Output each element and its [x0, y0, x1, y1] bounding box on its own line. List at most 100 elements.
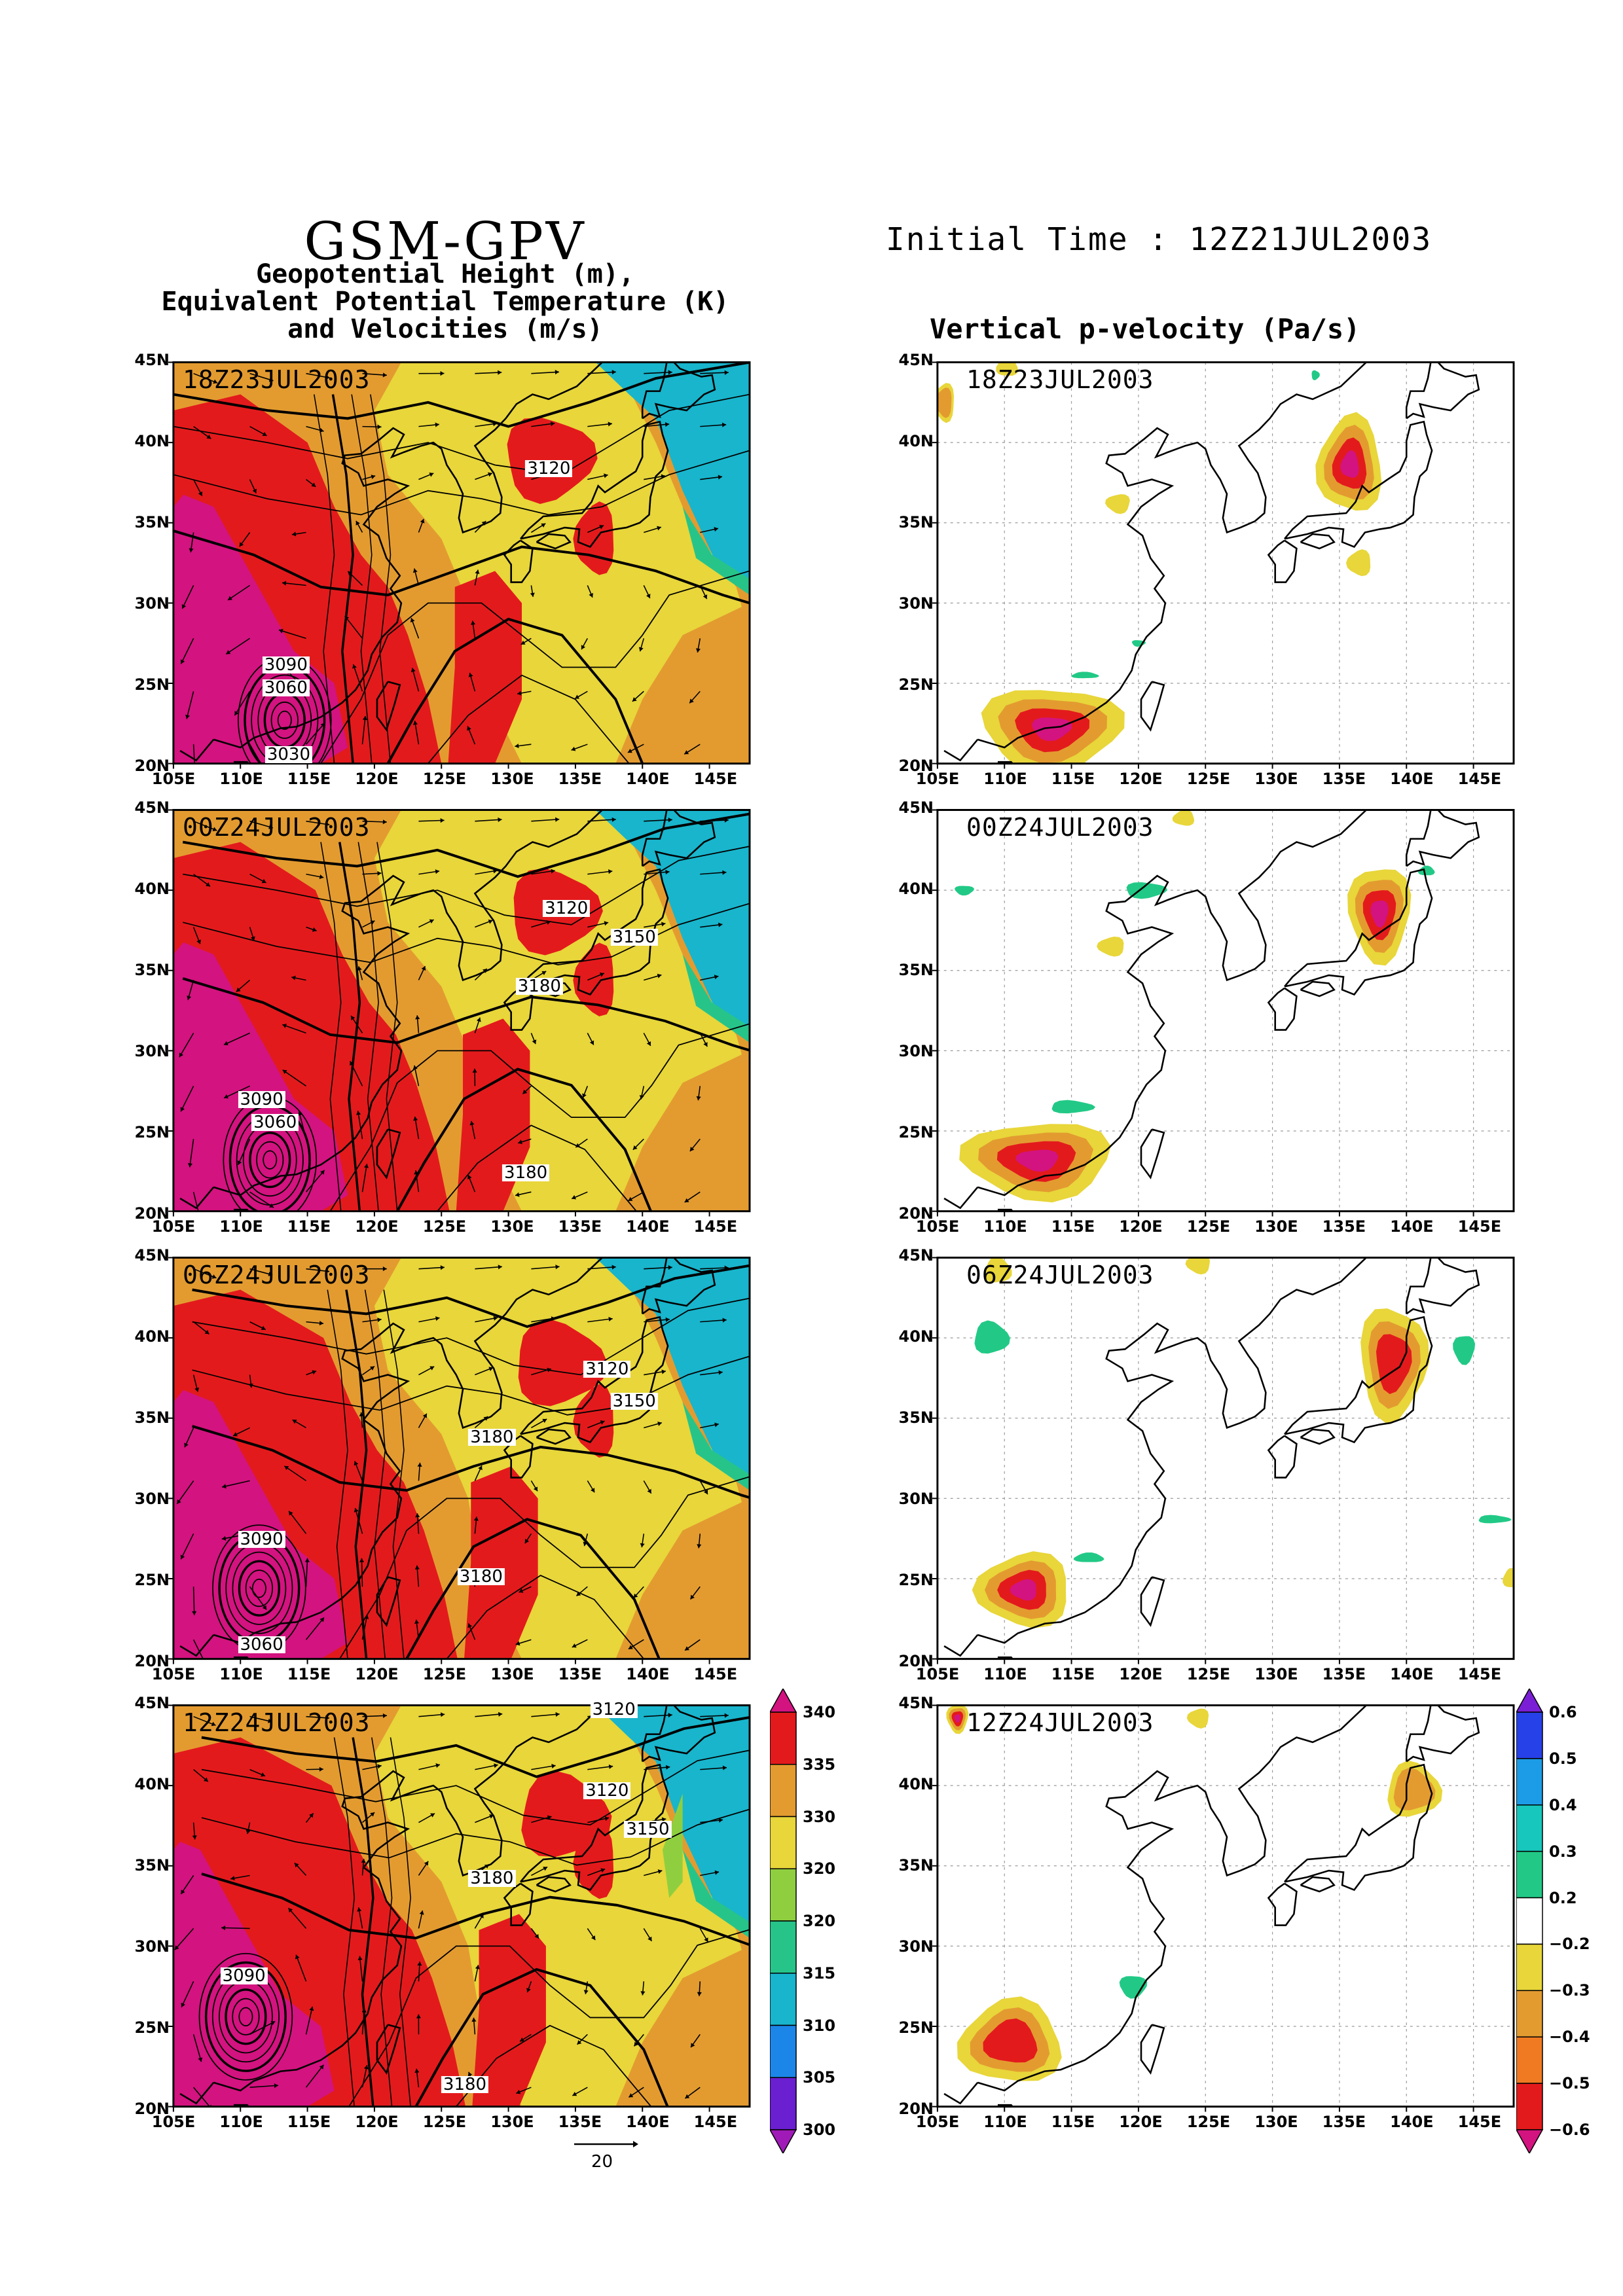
- lat-tick-label: 35N: [134, 1408, 170, 1427]
- wind-vector-head: [440, 818, 445, 823]
- wind-vector-head: [325, 1268, 330, 1274]
- lat-tick-label: 45N: [898, 1246, 934, 1265]
- lon-tick-label: 125E: [1186, 770, 1231, 788]
- wind-vector-head: [185, 714, 190, 719]
- lat-tick-label: 40N: [134, 1327, 170, 1346]
- lat-tick-label: 25N: [898, 1571, 934, 1589]
- wind-vector: [223, 1085, 250, 1099]
- lat-tick-label: 35N: [898, 513, 934, 531]
- wind-vector-head: [519, 2037, 524, 2042]
- wind-vector-head: [196, 939, 201, 944]
- omega-ascent-fill: [1073, 1552, 1104, 1562]
- wind-vector-head: [179, 1052, 184, 1058]
- height-contour: [245, 1570, 274, 1607]
- lat-tick-label: 25N: [134, 1571, 170, 1589]
- lat-tick-label: 20N: [134, 757, 170, 775]
- panel-time-label: 18Z23JUL2003: [966, 365, 1154, 394]
- wind-vector: [361, 1558, 363, 1587]
- height-contour-label: 3180: [441, 2075, 489, 2093]
- height-contour-label: 3060: [262, 679, 310, 696]
- wind-vector-head: [467, 1174, 472, 1179]
- lat-tick-label: 45N: [134, 351, 170, 369]
- omega-colorbar-tick-label: −0.2: [1549, 1935, 1590, 1954]
- omega-contour-fill: [937, 387, 952, 418]
- wind-vector: [282, 1069, 306, 1086]
- wind-vector-head: [515, 1192, 520, 1197]
- height-contour: [352, 1737, 374, 2107]
- wind-vector-head: [684, 1198, 689, 1202]
- ept-colorbar-swatch: [770, 1868, 797, 1922]
- wind-vector: [192, 1639, 204, 1659]
- map-frame: [172, 1704, 751, 2108]
- lon-tick-label: 125E: [422, 2113, 467, 2131]
- omega-colorbar-tick-label: 0.2: [1549, 1888, 1577, 1907]
- wind-vector-head: [226, 650, 231, 655]
- height-contour: [270, 701, 299, 739]
- wind-vector-head: [297, 1111, 302, 1116]
- height-contour: [256, 1141, 284, 1179]
- panel-time-label: 12Z24JUL2003: [183, 1708, 371, 1737]
- wind-vector-head: [600, 1868, 606, 1873]
- lon-tick-label: 135E: [1322, 1217, 1366, 1236]
- height-contour-label: 3060: [251, 1114, 299, 1132]
- omega-colorbar-swatch: [1516, 1758, 1543, 1806]
- height-contour: [371, 1737, 393, 2107]
- vector-scale-arrow: [574, 2141, 638, 2147]
- height-contour-label: 3060: [238, 1636, 285, 1654]
- omega-colorbar-swatch: [1516, 1804, 1543, 1852]
- coastline: [641, 1257, 716, 1315]
- wind-vector-head: [657, 526, 661, 531]
- wind-vector-head: [482, 969, 487, 973]
- lon-tick-label: 115E: [1051, 2113, 1095, 2131]
- wind-vector-head: [414, 2068, 420, 2073]
- map-frame: [936, 361, 1515, 765]
- coastline: [1284, 1763, 1433, 1892]
- wind-vector-head: [291, 975, 296, 980]
- wind-vector-head: [382, 372, 387, 378]
- omega-ascent-fill: [1478, 1515, 1512, 1524]
- wind-vector-head: [260, 764, 264, 769]
- coastline: [536, 1428, 572, 1445]
- lon-tick-label: 110E: [219, 1217, 263, 1236]
- ept-field-320: [374, 1705, 750, 2107]
- lat-tick-label: 20N: [134, 1652, 170, 1670]
- lat-tick-label: 35N: [898, 1408, 934, 1427]
- wind-vector-head: [488, 472, 492, 477]
- wind-vector-head: [551, 869, 555, 874]
- ept-colorbar-tick-label: 335: [803, 1755, 836, 1774]
- wind-vector-head: [180, 1554, 185, 1560]
- omega-contour-fill: [1010, 1579, 1036, 1601]
- ept-colorbar-tick-label: 315: [803, 1964, 836, 1982]
- wind-vector-head: [414, 1565, 420, 1570]
- wind-vector: [700, 372, 729, 374]
- coastline: [1284, 868, 1433, 996]
- wind-vector-head: [350, 1061, 354, 1066]
- wind-vector-head: [319, 1321, 324, 1326]
- wind-vector-head: [714, 1422, 719, 1427]
- wind-vector-head: [724, 1713, 729, 1718]
- wind-vector-head: [583, 1990, 589, 1994]
- wind-vector: [418, 1713, 445, 1717]
- wind-vector-head: [325, 1715, 329, 1721]
- wind-vector: [475, 1713, 503, 1717]
- height-contour-label: 3090: [238, 1531, 285, 1548]
- wind-vector-head: [483, 1416, 488, 1421]
- lon-tick-label: 125E: [422, 1665, 467, 1683]
- wind-vector: [225, 637, 250, 655]
- height-ept-panel: 00Z24JUL2003 45N 40N 35N 30N 25N 20N 105E 110E 11…: [135, 798, 756, 1236]
- omega-panel: 18Z23JUL2003 45N 40N 35N 30N 25N 20N 105E 110E 11…: [899, 351, 1520, 788]
- lat-tick-label: 40N: [898, 880, 934, 898]
- height-contour-label: 3150: [624, 1821, 672, 1839]
- lon-tick-label: 145E: [1457, 770, 1502, 788]
- wind-vector-head: [684, 750, 689, 755]
- lon-tick-label: 135E: [558, 1665, 602, 1683]
- wind-vector-head: [471, 2017, 477, 2022]
- wind-vector: [587, 870, 613, 875]
- omega-colorbar-svg: [1516, 1689, 1544, 2153]
- height-contour-label: 3090: [262, 656, 310, 674]
- omega-ascent-fill: [1051, 1100, 1096, 1114]
- wind-vector: [700, 1767, 727, 1770]
- wind-vector-head: [572, 1194, 577, 1200]
- omega-contour-fill: [983, 2018, 1038, 2063]
- lon-tick-label: 130E: [1254, 1665, 1298, 1683]
